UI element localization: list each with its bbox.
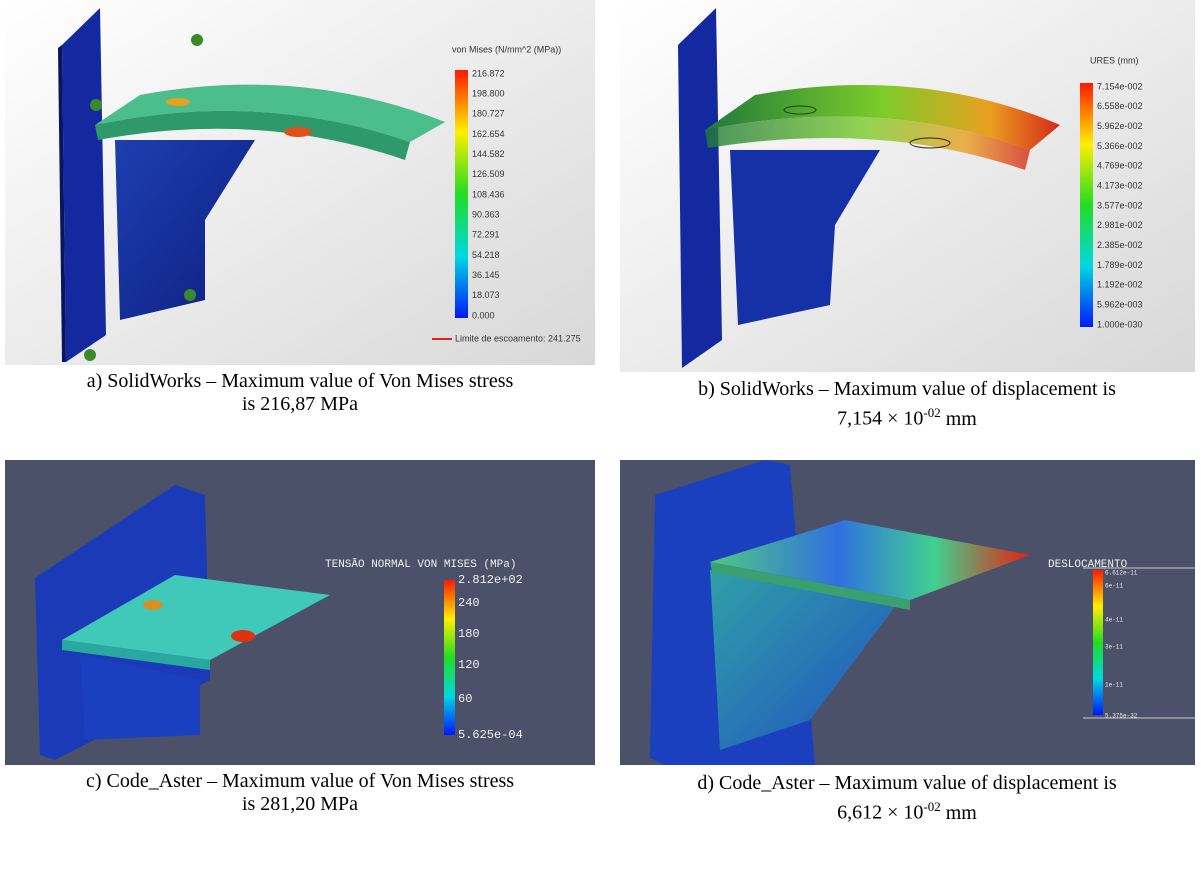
- legend-label: 120: [458, 658, 480, 672]
- legend-label: 72.291: [472, 230, 500, 240]
- legend-label: 162.654: [472, 129, 505, 139]
- legend-label: 2.385e-002: [1097, 240, 1143, 250]
- caption-unit: mm: [946, 408, 977, 430]
- legend-label: 1.789e-002: [1097, 260, 1143, 270]
- wall-plate: [62, 8, 106, 362]
- caption: a) SolidWorks – Maximum value of Von Mis…: [5, 370, 595, 416]
- caption-line2: 7,154 × 10: [837, 408, 923, 430]
- legend-label: 2.812e+02: [458, 573, 523, 587]
- yield-limit-note: Limite de escoamento: 241.275: [455, 333, 581, 343]
- legend-label: 0.000: [472, 310, 495, 320]
- caption-line2: 6,612 × 10: [837, 802, 923, 824]
- bolt: [184, 289, 196, 301]
- legend-label: 18.073: [472, 290, 500, 300]
- legend-label: 6e-11: [1105, 583, 1123, 590]
- caption-line1: b) SolidWorks – Maximum value of displac…: [698, 378, 1116, 400]
- legend-title: von Mises (N/mm^2 (MPa)): [452, 44, 561, 54]
- caption-line2: is 216,87 MPa: [242, 393, 358, 415]
- legend-label: 5.962e-002: [1097, 121, 1143, 131]
- legend-label: 4.173e-002: [1097, 181, 1143, 191]
- legend-label: 1.192e-002: [1097, 280, 1143, 290]
- caption: c) Code_Aster – Maximum value of Von Mis…: [5, 770, 595, 816]
- legend-label: 126.509: [472, 169, 505, 179]
- legend-label: 7.154e-002: [1097, 81, 1143, 91]
- caption-sup: -02: [923, 799, 940, 814]
- caption: b) SolidWorks – Maximum value of displac…: [617, 378, 1197, 431]
- legend-label: 5.375e-32: [1105, 713, 1138, 720]
- legend-label: 6.612e-11: [1105, 570, 1138, 577]
- legend-label: 36.145: [472, 270, 500, 280]
- legend-label: 6.558e-002: [1097, 101, 1143, 111]
- legend-label: 2.981e-002: [1097, 220, 1143, 230]
- legend-label: 90.363: [472, 210, 500, 220]
- legend-label: 198.800: [472, 89, 505, 99]
- caption-unit: mm: [946, 802, 977, 824]
- legend-label: 1e-11: [1105, 682, 1123, 689]
- legend-label: 216.872: [472, 68, 505, 78]
- caption-line1: d) Code_Aster – Maximum value of displac…: [697, 772, 1116, 794]
- legend-label: 5.625e-04: [458, 728, 523, 742]
- color-scale: [455, 70, 468, 318]
- wall-plate: [678, 8, 722, 368]
- legend-label: 54.218: [472, 250, 500, 260]
- caption: d) Code_Aster – Maximum value of displac…: [617, 772, 1197, 825]
- caption-line1: c) Code_Aster – Maximum value of Von Mis…: [86, 770, 514, 792]
- bolt: [90, 99, 102, 111]
- legend-label: 3.577e-002: [1097, 200, 1143, 210]
- bolt: [191, 34, 203, 46]
- legend-label: 1.000e-030: [1097, 319, 1143, 329]
- caption-line1: a) SolidWorks – Maximum value of Von Mis…: [87, 370, 514, 392]
- figure: von Mises (N/mm^2 (MPa)) 216.872 198.800 18…: [0, 0, 1201, 890]
- legend-label: 60: [458, 692, 472, 706]
- hole: [143, 600, 163, 610]
- hole: [284, 127, 312, 137]
- legend-label: 5.962e-003: [1097, 300, 1143, 310]
- legend-label: 108.436: [472, 189, 505, 199]
- hole: [166, 98, 190, 106]
- color-scale: [1080, 83, 1093, 327]
- legend-label: 180.727: [472, 109, 505, 119]
- legend-title: URES (mm): [1090, 55, 1139, 65]
- legend-label: 144.582: [472, 149, 505, 159]
- caption-sup: -02: [923, 405, 940, 420]
- legend-label: 180: [458, 627, 480, 641]
- legend-label: 5.366e-002: [1097, 141, 1143, 151]
- legend-label: 3e-11: [1105, 644, 1123, 651]
- legend-label: 4.769e-002: [1097, 161, 1143, 171]
- color-scale: [444, 580, 455, 735]
- renders: von Mises (N/mm^2 (MPa)) 216.872 198.800 18…: [0, 0, 1201, 890]
- legend-title: TENSÃO NORMAL VON MISES (MPa): [325, 558, 516, 571]
- caption-line2: is 281,20 MPa: [242, 793, 358, 815]
- bolt: [84, 349, 96, 361]
- color-scale: [1093, 570, 1103, 715]
- legend-label: 240: [458, 596, 480, 610]
- hole: [231, 630, 255, 642]
- legend-label: 4e-11: [1105, 617, 1123, 624]
